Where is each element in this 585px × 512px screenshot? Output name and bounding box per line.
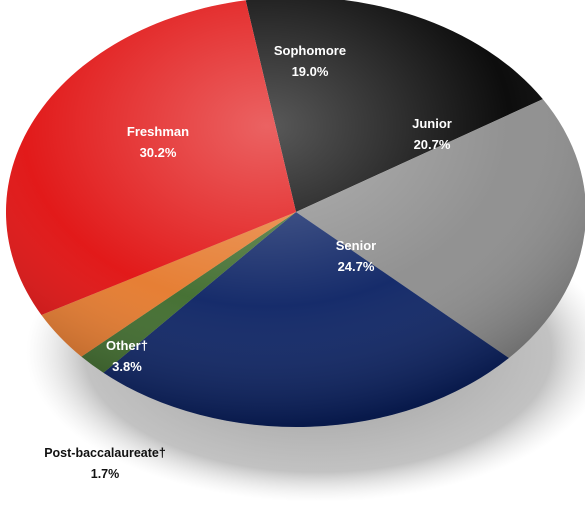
slice-label-post-baccalaureate: Post-baccalaureate† 1.7%: [44, 446, 166, 481]
slice-name-junior: Junior: [412, 116, 452, 131]
slice-value-sophomore: 19.0%: [292, 64, 329, 79]
slice-label-sophomore: Sophomore 19.0%: [274, 43, 346, 79]
slice-value-senior: 24.7%: [338, 259, 375, 274]
slice-label-other: Other† 3.8%: [106, 338, 148, 374]
slice-value-post-baccalaureate: 1.7%: [91, 467, 120, 481]
slice-name-post-baccalaureate: Post-baccalaureate†: [44, 446, 166, 460]
slice-name-other: Other†: [106, 338, 148, 353]
slice-value-freshman: 30.2%: [140, 145, 177, 160]
slice-label-senior: Senior 24.7%: [336, 238, 376, 274]
slice-name-sophomore: Sophomore: [274, 43, 346, 58]
labels-layer: Sophomore 19.0% Junior 20.7% Senior 24.7% Post…: [44, 43, 452, 481]
slice-label-freshman: Freshman 30.2%: [127, 124, 189, 160]
slice-value-junior: 20.7%: [414, 137, 451, 152]
slice-value-other: 3.8%: [112, 359, 142, 374]
slice-name-freshman: Freshman: [127, 124, 189, 139]
slice-label-junior: Junior 20.7%: [412, 116, 452, 152]
slice-name-senior: Senior: [336, 238, 376, 253]
